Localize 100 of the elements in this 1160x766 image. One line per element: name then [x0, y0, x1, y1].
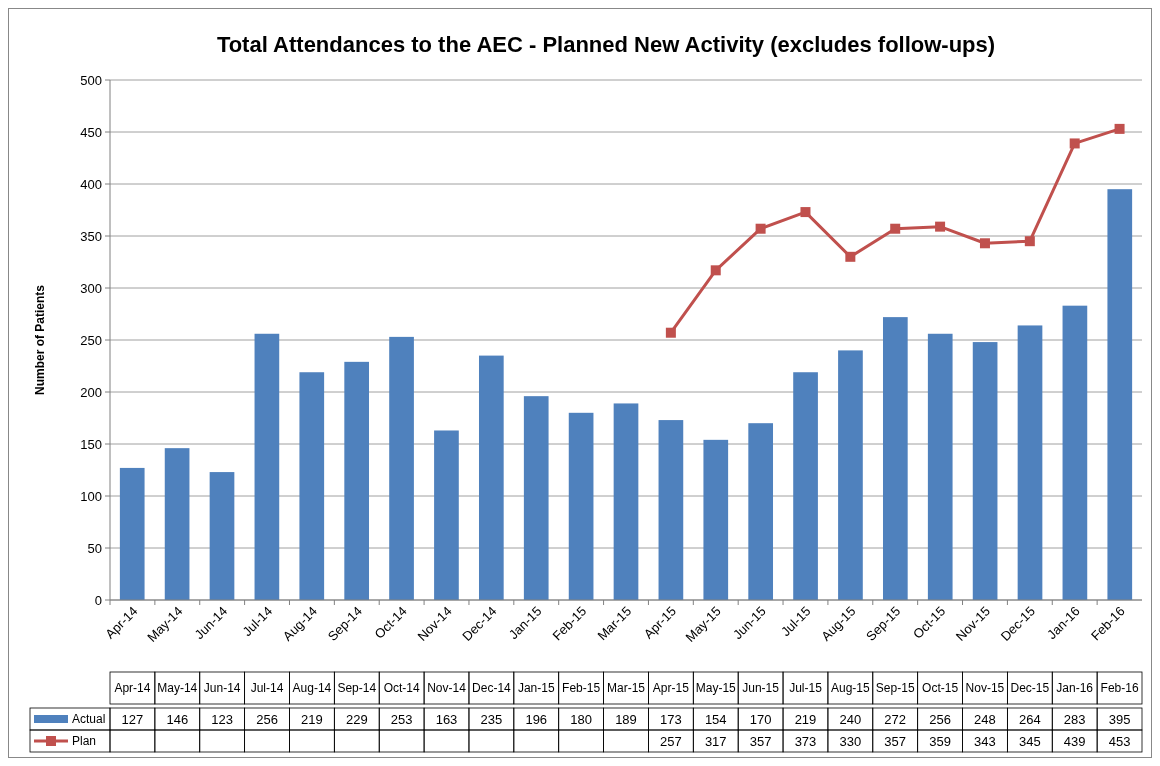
category-label: Dec-15 — [1010, 681, 1050, 696]
point — [1069, 138, 1080, 149]
data-label: 357 — [884, 733, 907, 749]
category-label: Sep-15 — [875, 681, 915, 696]
data-label: 272 — [884, 711, 907, 727]
y-axis-title: Number of Patients — [33, 284, 47, 396]
category-label: Aug-14 — [292, 681, 332, 696]
y-tick-label: 250 — [80, 332, 102, 348]
data-label: 343 — [974, 733, 996, 749]
y-tick-label: 500 — [80, 72, 102, 88]
data-label: 317 — [704, 733, 727, 749]
point — [1114, 123, 1125, 134]
category-label: Aug-15 — [831, 681, 870, 696]
data-label: 453 — [1108, 733, 1131, 749]
bar — [1017, 325, 1043, 600]
bar — [838, 350, 863, 600]
bar — [344, 361, 370, 600]
y-tick-label: 0 — [94, 592, 102, 608]
bar — [1107, 189, 1133, 600]
category-label: Jul-14 — [250, 681, 284, 696]
data-label: 256 — [256, 711, 278, 727]
category-label: Nov-15 — [965, 681, 1005, 696]
data-label: 330 — [839, 733, 862, 749]
data-label: 127 — [121, 711, 144, 727]
data-label: 253 — [390, 711, 413, 727]
point — [1024, 236, 1035, 247]
data-label: 283 — [1063, 711, 1086, 727]
category-label: Feb-16 — [1100, 681, 1139, 696]
category-label: Feb-15 — [562, 681, 601, 696]
point — [979, 238, 990, 249]
data-label: 439 — [1063, 733, 1086, 749]
y-tick-label: 400 — [80, 176, 102, 192]
category-label: May-14 — [157, 681, 198, 696]
data-label: 395 — [1108, 711, 1131, 727]
data-label: 219 — [301, 711, 323, 727]
data-label: 163 — [435, 711, 458, 727]
bar — [1062, 305, 1088, 600]
bar — [613, 403, 639, 600]
chart-title: Total Attendances to the AEC - Planned New Activity (excludes follow-ups) — [216, 32, 996, 57]
category-label: Mar-15 — [606, 681, 646, 696]
category-label: Jun-15 — [742, 681, 779, 696]
bar — [568, 412, 594, 600]
bar — [209, 472, 235, 600]
data-label: 180 — [570, 711, 592, 727]
category-label: Oct-15 — [922, 681, 959, 696]
data-label: 264 — [1018, 711, 1041, 727]
category-label: Dec-14 — [472, 681, 511, 696]
y-tick-label: 150 — [80, 436, 102, 452]
data-label: 173 — [660, 711, 682, 727]
data-label: 146 — [166, 711, 189, 727]
category-label: Jul-15 — [789, 681, 822, 696]
legend-label: Plan — [72, 734, 97, 749]
category-label: Apr-14 — [114, 681, 151, 696]
data-label: 229 — [345, 711, 368, 727]
bar — [523, 396, 549, 600]
point — [890, 223, 901, 234]
point — [935, 221, 946, 232]
category-label: May-15 — [695, 681, 736, 696]
category-label: Jan-15 — [517, 681, 555, 696]
data-label: 235 — [480, 711, 503, 727]
bar — [793, 372, 818, 600]
y-tick-label: 100 — [80, 488, 102, 504]
data-label: 345 — [1018, 733, 1041, 749]
bar — [164, 448, 190, 600]
y-tick-label: 350 — [80, 228, 102, 244]
bar — [658, 420, 684, 600]
point — [755, 223, 766, 234]
category-label: Apr-15 — [652, 681, 689, 696]
bar — [882, 317, 908, 600]
data-label: 189 — [615, 711, 637, 727]
data-label: 257 — [660, 733, 682, 749]
data-label: 240 — [839, 711, 862, 727]
data-label: 154 — [704, 711, 727, 727]
y-tick-label: 200 — [80, 384, 102, 400]
bar — [478, 355, 504, 600]
point — [710, 265, 721, 276]
data-label: 196 — [525, 711, 548, 727]
bar — [389, 336, 414, 600]
data-label: 373 — [794, 733, 817, 749]
point — [845, 251, 856, 262]
bar — [119, 467, 145, 600]
data-label: 357 — [749, 733, 772, 749]
data-label: 123 — [211, 711, 234, 727]
y-tick-label: 450 — [80, 124, 102, 140]
category-label: Nov-14 — [427, 681, 466, 696]
category-label: Jan-16 — [1056, 681, 1094, 696]
bar — [927, 333, 953, 600]
y-tick-label: 50 — [87, 540, 102, 556]
legend-label: Actual — [72, 712, 106, 727]
data-label: 256 — [929, 711, 951, 727]
bar — [703, 439, 729, 600]
data-label: 359 — [929, 733, 951, 749]
point — [665, 327, 676, 338]
data-label: 248 — [974, 711, 996, 727]
bar — [972, 342, 998, 600]
category-label: Jun-14 — [203, 681, 241, 696]
category-label: Sep-14 — [337, 681, 377, 696]
data-label: 170 — [749, 711, 772, 727]
data-label: 219 — [794, 711, 817, 727]
y-tick-label: 300 — [80, 280, 102, 296]
